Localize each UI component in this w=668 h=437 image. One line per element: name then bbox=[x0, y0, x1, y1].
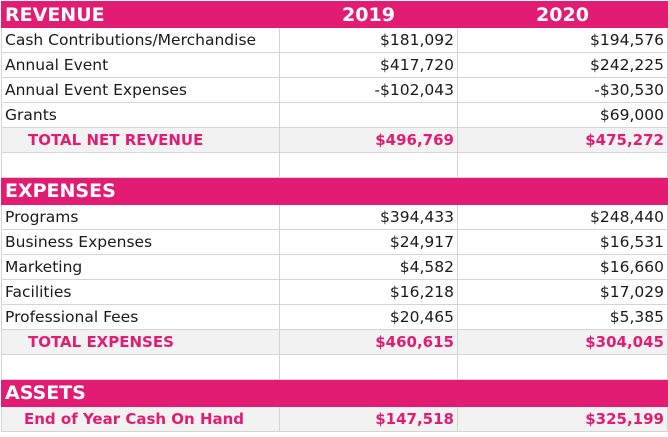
value-2019: $181,092 bbox=[279, 27, 458, 53]
total-2019: $460,615 bbox=[279, 329, 458, 355]
row-label: Cash Contributions/Merchandise bbox=[1, 27, 280, 53]
total-2019: $496,769 bbox=[279, 127, 458, 153]
value-2020: $5,385 bbox=[457, 304, 668, 330]
table-row: Annual Event Expenses -$102,043 -$30,530 bbox=[1, 77, 668, 103]
value-2019: -$102,043 bbox=[279, 77, 458, 103]
row-label: Professional Fees bbox=[1, 304, 280, 330]
year-2020-header: 2020 bbox=[457, 1, 668, 28]
table-row: Programs $394,433 $248,440 bbox=[1, 204, 668, 230]
table-row: Facilities $16,218 $17,029 bbox=[1, 279, 668, 305]
value-2019: $24,917 bbox=[279, 229, 458, 255]
value-2020: $248,440 bbox=[457, 204, 668, 230]
value-2020: $17,029 bbox=[457, 279, 668, 305]
table-row: Professional Fees $20,465 $5,385 bbox=[1, 304, 668, 330]
total-expenses-row: TOTAL EXPENSES $460,615 $304,045 bbox=[1, 329, 668, 355]
total-net-revenue-row: TOTAL NET REVENUE $496,769 $475,272 bbox=[1, 127, 668, 153]
row-label: Facilities bbox=[1, 279, 280, 305]
row-label: Business Expenses bbox=[1, 229, 280, 255]
total-label: TOTAL EXPENSES bbox=[1, 329, 280, 355]
table-row: Grants $69,000 bbox=[1, 102, 668, 128]
year-2019-header: 2019 bbox=[279, 1, 458, 28]
row-label: Annual Event bbox=[1, 52, 280, 78]
total-2020: $325,199 bbox=[457, 406, 668, 432]
row-label: Marketing bbox=[1, 254, 280, 280]
empty-cell bbox=[279, 354, 458, 380]
table-row: Annual Event $417,720 $242,225 bbox=[1, 52, 668, 78]
value-2020: $69,000 bbox=[457, 102, 668, 128]
empty-cell bbox=[1, 152, 280, 178]
value-2020: $242,225 bbox=[457, 52, 668, 78]
expenses-heading: EXPENSES bbox=[1, 177, 668, 205]
value-2019: $4,582 bbox=[279, 254, 458, 280]
total-label: TOTAL NET REVENUE bbox=[1, 127, 280, 153]
spacer-row bbox=[1, 152, 668, 178]
row-label: Programs bbox=[1, 204, 280, 230]
end-of-year-cash-row: End of Year Cash On Hand $147,518 $325,1… bbox=[1, 406, 668, 432]
value-2019: $417,720 bbox=[279, 52, 458, 78]
table-row: Marketing $4,582 $16,660 bbox=[1, 254, 668, 280]
value-2019: $20,465 bbox=[279, 304, 458, 330]
total-2020: $475,272 bbox=[457, 127, 668, 153]
value-2020: $194,576 bbox=[457, 27, 668, 53]
row-label: Grants bbox=[1, 102, 280, 128]
value-2020: -$30,530 bbox=[457, 77, 668, 103]
spacer-row bbox=[1, 354, 668, 380]
revenue-header-row: REVENUE 2019 2020 bbox=[1, 1, 668, 28]
value-2019: $16,218 bbox=[279, 279, 458, 305]
empty-cell bbox=[457, 354, 668, 380]
total-2019: $147,518 bbox=[279, 406, 458, 432]
empty-cell bbox=[279, 152, 458, 178]
table-row: Business Expenses $24,917 $16,531 bbox=[1, 229, 668, 255]
empty-cell bbox=[457, 152, 668, 178]
value-2019: $394,433 bbox=[279, 204, 458, 230]
assets-heading: ASSETS bbox=[1, 379, 668, 407]
assets-header-row: ASSETS bbox=[1, 379, 668, 407]
revenue-heading: REVENUE bbox=[1, 1, 280, 28]
table-row: Cash Contributions/Merchandise $181,092 … bbox=[1, 27, 668, 53]
value-2019 bbox=[279, 102, 458, 128]
row-label: Annual Event Expenses bbox=[1, 77, 280, 103]
value-2020: $16,531 bbox=[457, 229, 668, 255]
empty-cell bbox=[1, 354, 280, 380]
total-2020: $304,045 bbox=[457, 329, 668, 355]
expenses-header-row: EXPENSES bbox=[1, 177, 668, 205]
value-2020: $16,660 bbox=[457, 254, 668, 280]
total-label: End of Year Cash On Hand bbox=[1, 406, 280, 432]
